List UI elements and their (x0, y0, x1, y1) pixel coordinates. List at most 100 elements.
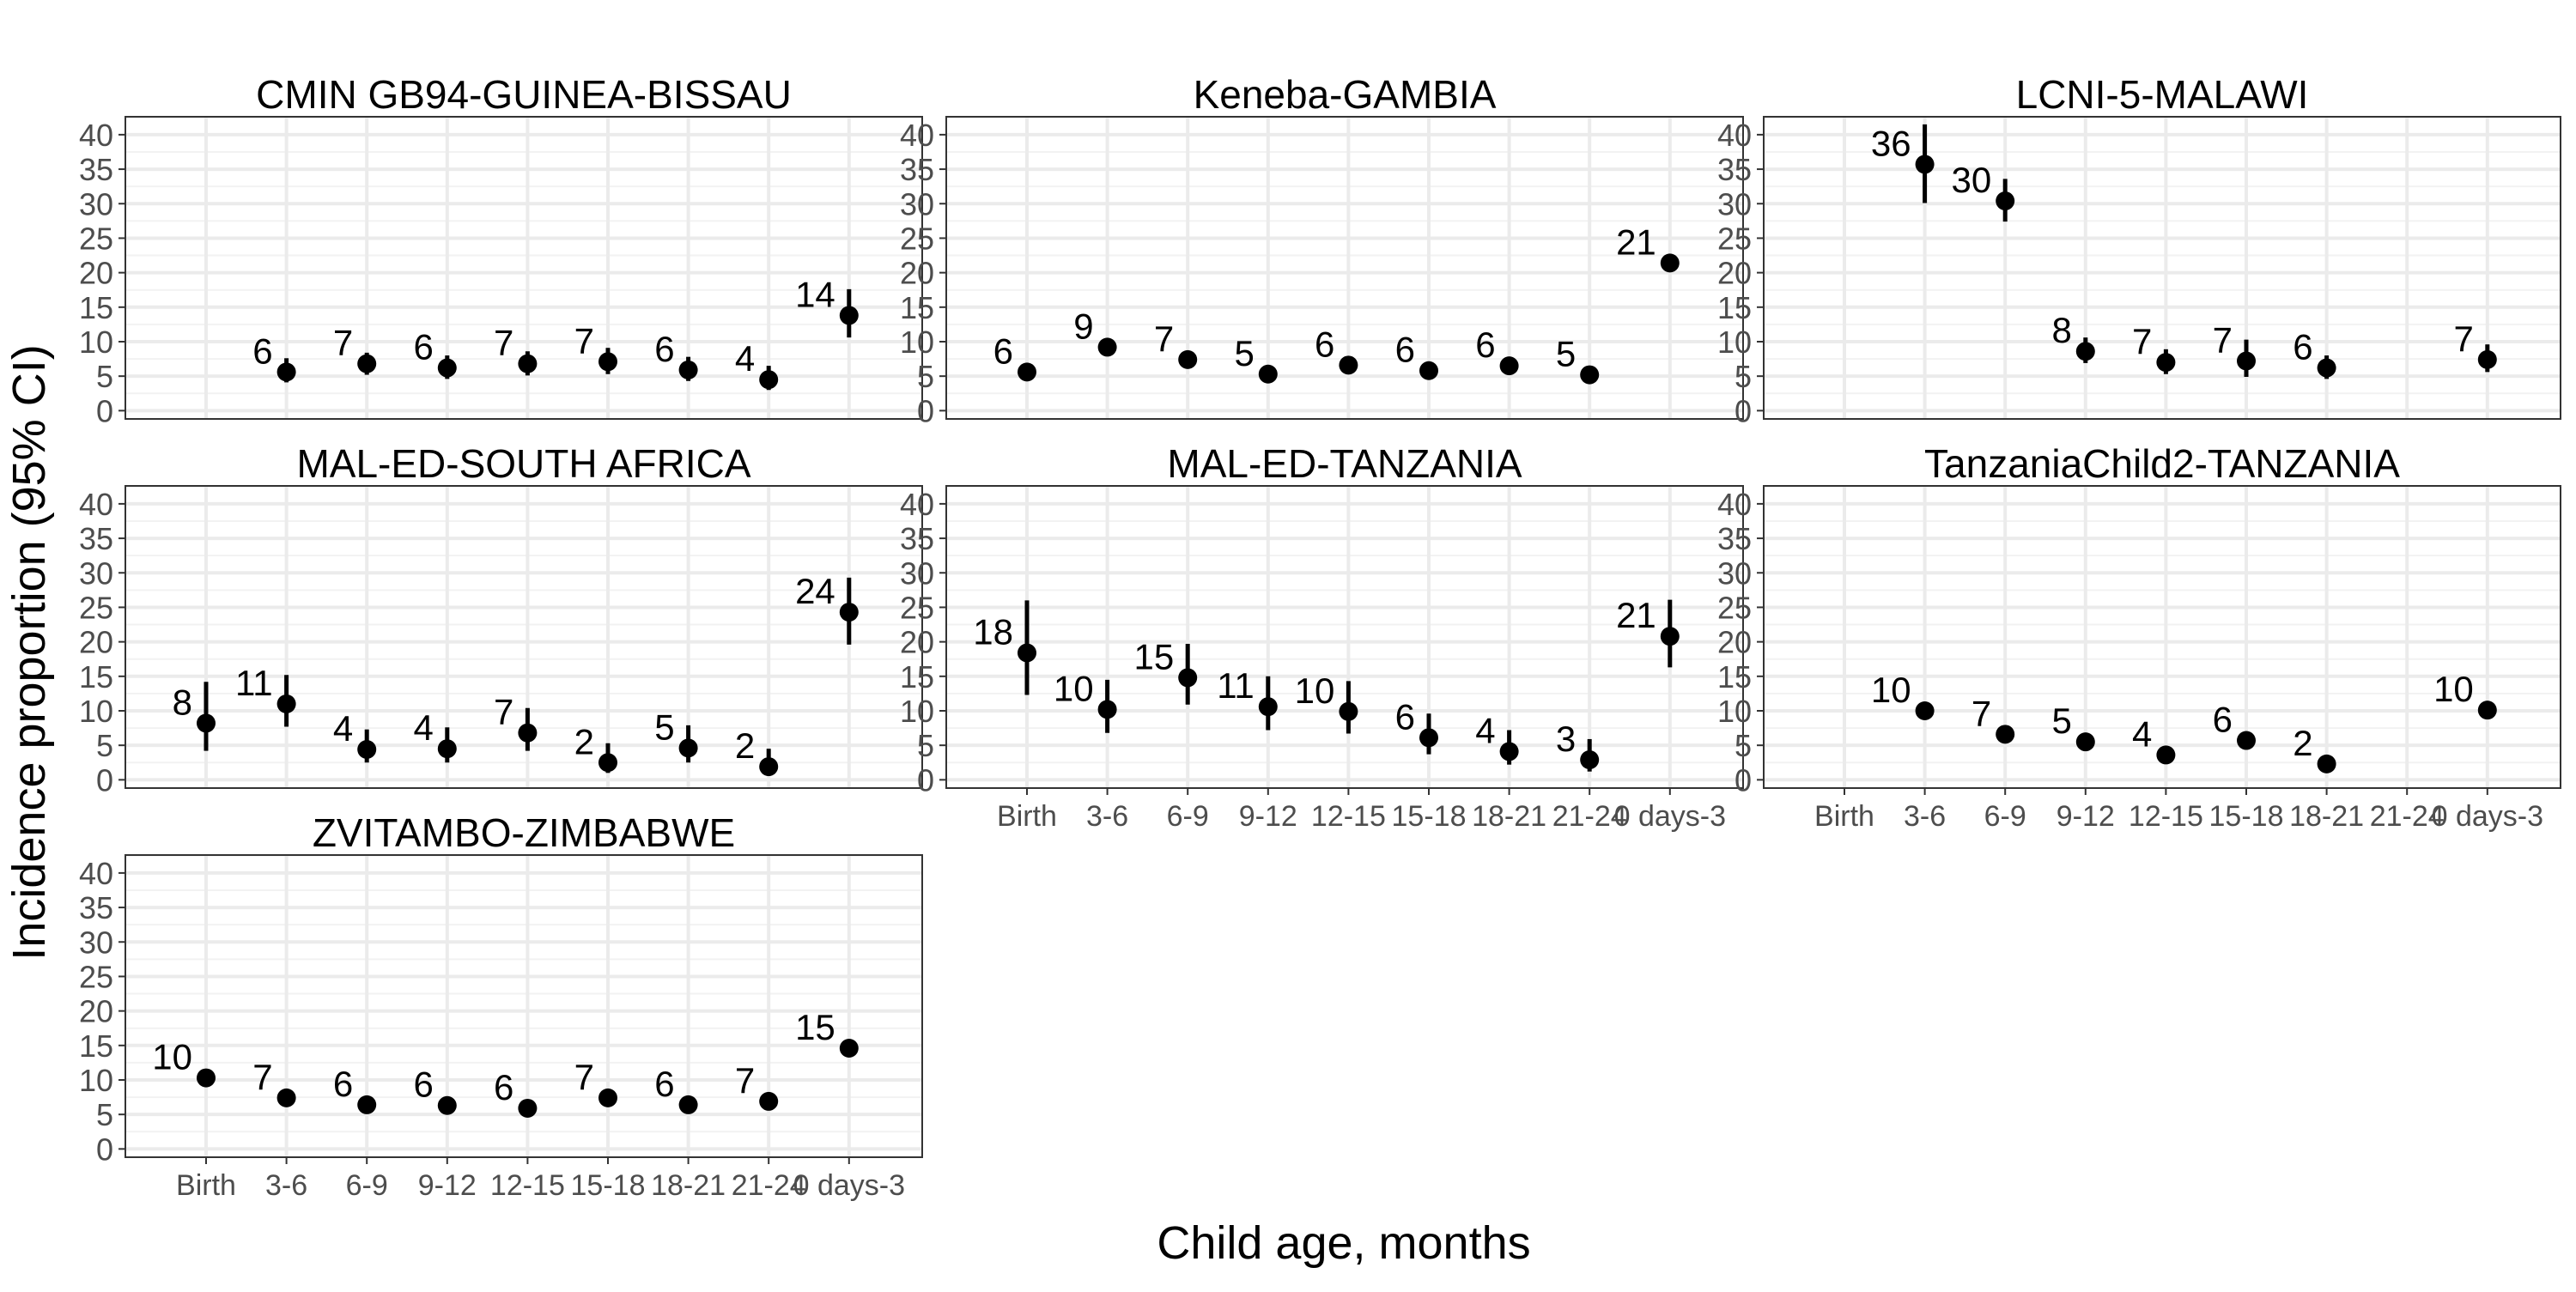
x-tick-label: 9-12 (2057, 800, 2115, 833)
y-tick-label: 30 (900, 186, 934, 221)
data-label: 30 (1951, 160, 1991, 200)
y-tick-label: 40 (79, 487, 113, 522)
y-tick-label: 20 (79, 256, 113, 291)
x-tick-label: 6-9 (1984, 800, 2026, 833)
x-tick-label: 9-12 (1239, 800, 1297, 833)
data-point (678, 360, 698, 379)
data-label: 11 (1217, 665, 1255, 706)
data-point (759, 757, 779, 777)
y-tick-label: 15 (79, 659, 113, 695)
data-label: 3 (1556, 719, 1576, 759)
y-tick-label: 20 (1717, 625, 1752, 660)
x-tick-label: 3-6 (1904, 800, 1946, 833)
panel-border (125, 854, 923, 1158)
data-label: 7 (1154, 318, 1174, 359)
y-tick-label: 15 (900, 659, 934, 695)
y-tick-label: 30 (900, 555, 934, 591)
x-tick-label: 0 days-3 (1614, 800, 1726, 833)
y-tick-label: 20 (79, 994, 113, 1029)
y-tick-label: 30 (79, 925, 113, 960)
data-label: 8 (2051, 310, 2071, 350)
y-tick-label: 30 (1717, 555, 1752, 591)
data-point (598, 753, 617, 773)
data-label: 15 (1133, 636, 1174, 676)
data-label: 6 (1315, 324, 1334, 364)
data-label: 6 (2213, 700, 2233, 740)
data-point (839, 1039, 859, 1058)
data-label: 9 (1073, 306, 1093, 346)
panel-border (125, 485, 923, 789)
data-point (1097, 700, 1117, 719)
data-point (2156, 745, 2176, 765)
data-label: 5 (654, 707, 674, 747)
data-label: 18 (973, 611, 1013, 652)
y-tick-label: 15 (900, 290, 934, 325)
y-tick-label: 5 (96, 359, 113, 394)
data-label: 7 (2132, 321, 2152, 361)
x-tick-label: Birth (997, 800, 1057, 833)
panel-border (945, 116, 1744, 420)
panel-title: ZVITAMBO-ZIMBABWE (313, 810, 735, 855)
data-point (1419, 361, 1438, 380)
data-point (1580, 750, 1600, 770)
data-point (1499, 742, 1519, 761)
panel-title: MAL-ED-TANZANIA (1167, 441, 1522, 486)
y-tick-label: 20 (79, 625, 113, 660)
x-tick-label: 15-18 (1392, 800, 1467, 833)
panel-background (946, 486, 1743, 788)
data-label: 7 (574, 1057, 594, 1097)
data-label: 2 (574, 721, 594, 761)
data-point (2237, 351, 2256, 371)
data-point (1097, 337, 1117, 357)
facet-panel: TanzaniaChild2-TANZANIA05101520253035401… (1717, 441, 2561, 833)
data-point (518, 354, 538, 373)
y-tick-label: 40 (1717, 118, 1752, 153)
data-point (759, 370, 779, 390)
x-tick-label: 18-21 (1472, 800, 1546, 833)
y-tick-label: 40 (79, 118, 113, 153)
y-tick-label: 35 (1717, 152, 1752, 187)
panel-border (1763, 116, 2561, 420)
data-point (1580, 365, 1600, 385)
data-point (2075, 342, 2095, 361)
panel-border (1763, 485, 2561, 789)
y-tick-label: 15 (79, 1028, 113, 1064)
data-label: 7 (494, 323, 513, 363)
x-tick-label: 18-21 (2289, 800, 2364, 833)
data-point (437, 739, 457, 759)
y-tick-label: 30 (79, 555, 113, 591)
data-label: 6 (654, 329, 674, 369)
data-point (1419, 728, 1438, 748)
data-point (437, 358, 457, 378)
y-tick-label: 5 (96, 728, 113, 763)
data-label: 6 (654, 1064, 674, 1104)
y-tick-label: 5 (917, 728, 934, 763)
y-tick-label: 0 (917, 393, 934, 428)
data-point (1258, 364, 1278, 384)
data-point (518, 1098, 538, 1118)
data-point (276, 1088, 296, 1107)
data-label: 4 (413, 707, 433, 748)
x-tick-label: 18-21 (651, 1169, 726, 1202)
data-label: 6 (494, 1067, 513, 1107)
data-label: 10 (1871, 670, 1911, 710)
x-tick-label: 9-12 (418, 1169, 477, 1202)
y-tick-label: 0 (96, 393, 113, 428)
y-tick-label: 10 (79, 1063, 113, 1098)
data-point (1499, 356, 1519, 376)
data-point (1915, 701, 1935, 720)
y-tick-label: 20 (1717, 256, 1752, 291)
data-label: 6 (252, 331, 272, 371)
data-point (598, 352, 617, 372)
data-label: 5 (1234, 333, 1254, 373)
y-tick-label: 15 (1717, 659, 1752, 695)
data-label: 8 (173, 682, 192, 722)
data-point (1996, 725, 2015, 744)
data-label: 6 (1395, 330, 1415, 370)
data-point (437, 1095, 457, 1115)
data-label: 6 (1475, 325, 1495, 365)
y-tick-label: 25 (79, 590, 113, 625)
y-tick-label: 35 (900, 521, 934, 556)
